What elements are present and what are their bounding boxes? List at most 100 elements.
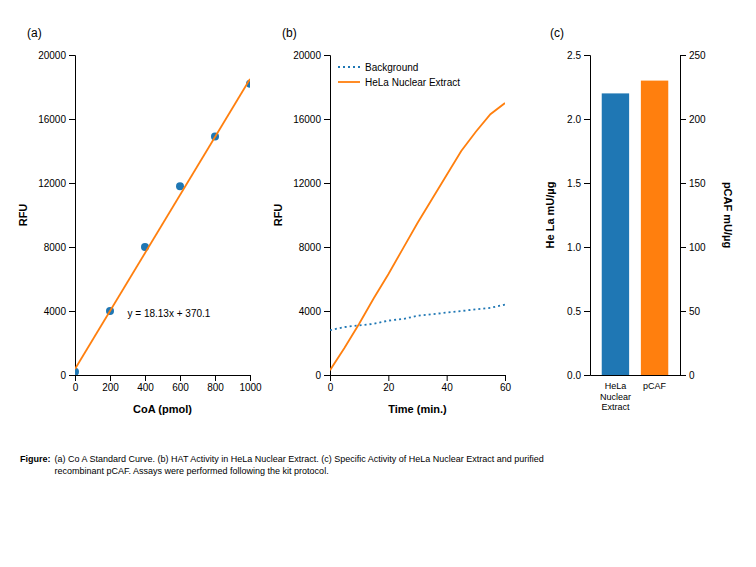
legend-item: Background <box>338 62 418 73</box>
y-axis: 0 4000 8000 12000 16000 20000 <box>38 50 75 381</box>
tick-mark <box>388 375 389 381</box>
tick-label: 20000 <box>293 50 321 61</box>
x-axis: 02004006008001000 <box>73 375 262 393</box>
y-axis: 0.00.51.01.52.02.5 <box>567 50 590 381</box>
plot-area <box>75 79 250 375</box>
tick-label: 0 <box>328 382 334 393</box>
tick-label: 50 <box>689 306 701 317</box>
tick-label: 0.0 <box>567 370 581 381</box>
axis-line <box>331 376 506 382</box>
tick-mark <box>505 375 506 381</box>
tick: 4000 <box>44 306 75 317</box>
plot-area <box>602 81 669 375</box>
tick-mark <box>680 375 686 376</box>
tick-mark <box>680 119 686 120</box>
tick-mark <box>69 247 75 248</box>
y-axis-title: RFU <box>272 204 284 227</box>
tick-mark <box>69 55 75 56</box>
tick-mark <box>680 311 686 312</box>
legend-swatch <box>338 66 360 68</box>
line <box>330 103 505 370</box>
tick-label: 4000 <box>299 306 322 317</box>
tick-label: 400 <box>137 382 154 393</box>
tick-mark <box>584 311 590 312</box>
tick-label: HeLaNuclearExtract <box>600 381 631 412</box>
legend-swatch <box>338 81 360 83</box>
panel-label: (c) <box>550 26 564 40</box>
tick-mark <box>324 311 330 312</box>
axis-line <box>76 376 251 382</box>
tick: 0 <box>73 375 79 393</box>
tick-label: 8000 <box>44 242 67 253</box>
legend-label: HeLa Nuclear Extract <box>365 77 460 88</box>
tick-mark <box>69 119 75 120</box>
x-axis-title: Time (min.) <box>388 403 447 415</box>
y-axis-title: He La mU/µg <box>544 182 556 249</box>
x-axis: 0204060 <box>328 375 512 393</box>
tick: pCAF <box>643 381 667 391</box>
tick: 0 <box>60 370 75 381</box>
legend-item: HeLa Nuclear Extract <box>338 77 460 88</box>
tick-mark <box>584 119 590 120</box>
tick-label: 16000 <box>293 114 321 125</box>
panel: 0204060040008000120001600020000(b)Time (… <box>272 26 511 415</box>
tick-mark <box>680 247 686 248</box>
tick: 12000 <box>38 178 75 189</box>
line <box>330 305 505 331</box>
tick: 600 <box>172 375 189 393</box>
figure: 0200400600800100004000800012000160002000… <box>0 0 756 567</box>
tick-label: 800 <box>207 382 224 393</box>
tick: 0.5 <box>567 306 590 317</box>
legend-label: Background <box>365 62 418 73</box>
y-axis: 040008000120001600020000 <box>293 50 330 381</box>
axis-line <box>591 375 681 376</box>
tick-mark <box>215 375 216 381</box>
tick: 12000 <box>293 178 330 189</box>
tick-label: 0 <box>73 382 79 393</box>
tick: 100 <box>680 242 706 253</box>
tick: 0.0 <box>567 370 590 381</box>
tick-mark <box>324 119 330 120</box>
tick-mark <box>680 183 686 184</box>
tick: 60 <box>500 375 512 393</box>
tick-label: 0 <box>689 370 695 381</box>
tick-mark <box>69 311 75 312</box>
tick: 4000 <box>299 306 330 317</box>
tick-mark <box>180 375 181 381</box>
tick-label: 2.5 <box>567 50 581 61</box>
tick: 16000 <box>293 114 330 125</box>
tick: 1.5 <box>567 178 590 189</box>
tick-label: 1000 <box>239 382 262 393</box>
tick: 20000 <box>293 50 330 61</box>
tick-mark <box>324 55 330 56</box>
tick-label: 20000 <box>38 50 66 61</box>
y-axis-title: RFU <box>17 204 29 227</box>
tick-mark <box>584 55 590 56</box>
tick-label: pCAF <box>643 381 667 391</box>
tick-label: 40 <box>442 382 454 393</box>
axis-line <box>69 56 76 376</box>
x-axis-title: CoA (pmol) <box>133 403 192 415</box>
axis-line <box>584 56 591 376</box>
y2-axis-title: pCAF mU/µg <box>722 182 734 248</box>
tick-label: 100 <box>689 242 706 253</box>
tick: 1000 <box>239 375 262 393</box>
y2-axis: 050100150200250 <box>680 50 706 381</box>
tick-mark <box>584 375 590 376</box>
axis-line <box>681 56 687 376</box>
tick-mark <box>324 183 330 184</box>
panel-label: (b) <box>282 26 297 40</box>
tick-mark <box>145 375 146 381</box>
tick-label: 4000 <box>44 306 67 317</box>
tick-label: 12000 <box>38 178 66 189</box>
annotation: y = 18.13x + 370.1 <box>128 308 211 319</box>
panel: 0200400600800100004000800012000160002000… <box>17 26 262 415</box>
tick: 20000 <box>38 50 75 61</box>
tick: 16000 <box>38 114 75 125</box>
tick-mark <box>324 247 330 248</box>
legend: Background HeLa Nuclear Extract <box>338 62 460 88</box>
tick: 8000 <box>44 242 75 253</box>
tick-label: 250 <box>689 50 706 61</box>
caption: (a) Co A Standard Curve. (b) HAT Activit… <box>55 454 544 476</box>
tick-label: 150 <box>689 178 706 189</box>
